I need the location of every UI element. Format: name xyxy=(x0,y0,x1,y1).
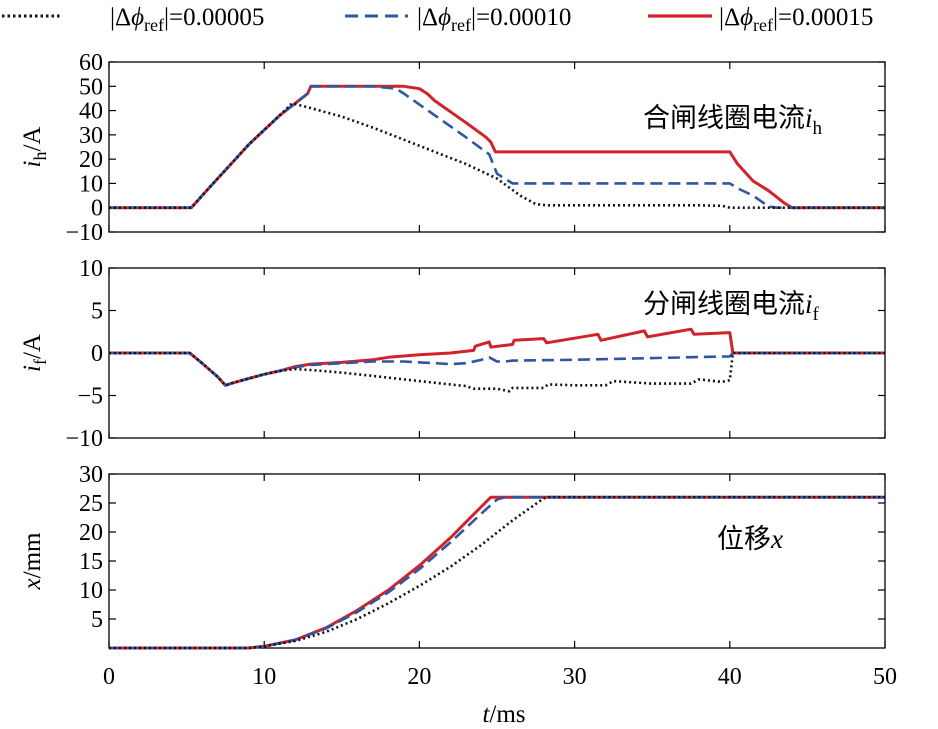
annotation: 位移x xyxy=(717,524,783,555)
legend-label-1: |Δϕref|=0.00005 xyxy=(110,4,264,35)
series-line-2 xyxy=(109,495,885,650)
series-lines xyxy=(109,495,885,650)
y-tick-label: 15 xyxy=(79,549,103,575)
x-tick-label: 10 xyxy=(252,664,276,690)
legend-item-2: |Δϕref|=0.00010 xyxy=(345,4,571,35)
x-ticks xyxy=(108,474,886,648)
series-line-1 xyxy=(109,351,885,393)
y-tick-label: −10 xyxy=(65,426,103,452)
y-ticks: −10 −5 0 5 10 xyxy=(65,256,885,452)
x-tick-label: 20 xyxy=(407,664,431,690)
x-tick-label: 30 xyxy=(563,664,587,690)
legend-label-3: |Δϕref|=0.00015 xyxy=(719,4,873,35)
y-axis-label: if/A xyxy=(19,334,50,372)
y-tick-label: 20 xyxy=(79,520,103,546)
series-line-3 xyxy=(109,495,885,650)
series-line-1 xyxy=(109,495,885,650)
x-tick-labels: 0 10 20 30 40 50 xyxy=(103,664,897,690)
series-lines xyxy=(109,327,885,393)
legend-item-3: |Δϕref|=0.00015 xyxy=(648,4,873,35)
annotation: 分闸线圈电流if xyxy=(643,289,820,325)
annotation: 合闸线圈电流ih xyxy=(643,103,823,139)
legend-label-2: |Δϕref|=0.00010 xyxy=(417,4,571,35)
y-tick-label: 10 xyxy=(79,578,103,604)
y-axis-label: x/mm xyxy=(19,532,46,591)
x-ticks xyxy=(108,268,886,438)
y-tick-label: 30 xyxy=(79,123,103,149)
y-tick-label: 10 xyxy=(79,256,103,282)
y-ticks: 5 10 15 20 25 30 xyxy=(79,462,885,633)
panel-opening-current: −10 −5 0 5 10 if/A 分闸线圈电流if xyxy=(19,256,886,452)
y-tick-label: 0 xyxy=(91,196,103,222)
y-tick-label: −5 xyxy=(77,384,103,410)
x-axis-label: t/ms xyxy=(482,701,525,728)
plot-frame xyxy=(108,61,886,233)
y-tick-label: 20 xyxy=(79,147,103,173)
y-tick-label: 5 xyxy=(91,607,103,633)
y-tick-label: 0 xyxy=(91,341,103,367)
x-ticks xyxy=(108,62,886,232)
panel-displacement: 5 10 15 20 25 30 x/mm 位移x xyxy=(19,462,886,650)
legend-item-1: |Δϕref|=0.00005 xyxy=(2,4,264,35)
x-tick-label: 40 xyxy=(718,664,742,690)
y-tick-label: −10 xyxy=(65,220,103,246)
y-axis-label: ih/A xyxy=(19,127,50,168)
series-line-2 xyxy=(109,351,885,387)
y-tick-label: 25 xyxy=(79,491,103,517)
series-line-2 xyxy=(109,85,885,209)
x-tick-label: 0 xyxy=(103,664,115,690)
x-tick-label: 50 xyxy=(873,664,897,690)
y-tick-label: 30 xyxy=(79,462,103,488)
series-line-3 xyxy=(109,327,885,387)
series-line-1 xyxy=(109,102,885,209)
legend: |Δϕref|=0.00005 |Δϕref|=0.00010 |Δϕref|=… xyxy=(2,4,873,35)
y-tick-label: 10 xyxy=(79,171,103,197)
y-tick-label: 5 xyxy=(91,299,103,325)
series-lines xyxy=(109,84,885,210)
y-tick-label: 50 xyxy=(79,74,103,100)
y-tick-label: 40 xyxy=(79,99,103,125)
y-tick-label: 60 xyxy=(79,50,103,76)
